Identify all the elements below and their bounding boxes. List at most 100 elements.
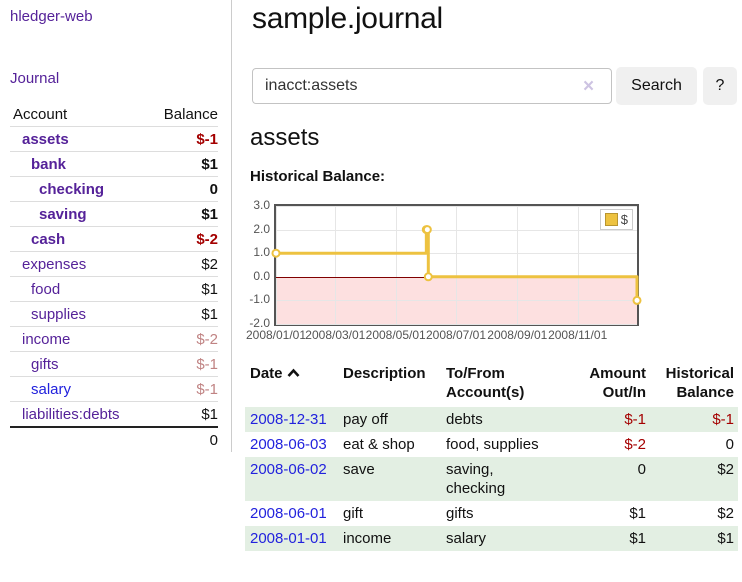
account-link[interactable]: bank xyxy=(31,156,67,173)
chart-plot-area: $ xyxy=(271,204,642,326)
transaction-description: income xyxy=(343,530,392,547)
transaction-accounts: saving, checking xyxy=(446,461,506,497)
transaction-date-link[interactable]: 2008-01-01 xyxy=(250,530,327,547)
page-title: sample.journal xyxy=(252,2,443,35)
transaction-balance: $1 xyxy=(717,530,734,547)
account-balance: $-2 xyxy=(149,326,218,352)
txn-column-header-historical-balance: Historical Balance xyxy=(665,365,734,401)
y-axis-tick-label: -1.0 xyxy=(249,292,270,307)
account-balance: $1 xyxy=(149,276,218,302)
transaction-amount: 0 xyxy=(637,461,646,478)
account-balance: $-1 xyxy=(149,351,218,377)
transaction-balance: $-1 xyxy=(712,411,734,428)
account-balance: $-1 xyxy=(149,376,218,402)
account-link[interactable]: supplies xyxy=(31,306,87,323)
account-balance: $-2 xyxy=(149,226,218,252)
txn-column-header-description: Description xyxy=(343,365,426,382)
account-link[interactable]: checking xyxy=(39,181,105,198)
search-input[interactable] xyxy=(252,68,612,104)
account-link[interactable]: liabilities:debts xyxy=(22,406,120,423)
accounts-header-row: Account Balance xyxy=(10,102,218,127)
account-balance: $1 xyxy=(149,201,218,227)
account-row: gifts $-1 xyxy=(10,351,218,377)
x-axis-tick-label: 2008/09/01 xyxy=(487,328,548,342)
clear-search-icon[interactable]: × xyxy=(583,76,595,97)
transaction-description: pay off xyxy=(343,411,388,428)
account-balance: $-1 xyxy=(149,126,218,152)
account-link[interactable]: salary xyxy=(31,381,72,398)
y-axis-tick-label: 2.0 xyxy=(253,221,270,236)
data-point-marker xyxy=(271,248,281,258)
account-balance: 0 xyxy=(149,176,218,202)
account-row: bank $1 xyxy=(10,151,218,177)
transaction-accounts: food, supplies xyxy=(446,436,539,453)
account-row: income $-2 xyxy=(10,326,218,352)
account-link[interactable]: gifts xyxy=(31,356,59,373)
txn-column-header-date[interactable]: Date xyxy=(245,362,343,407)
account-row: assets $-1 xyxy=(10,126,218,152)
x-axis-tick-label: 2008/01/01 xyxy=(245,328,307,342)
transaction-amount: $1 xyxy=(629,530,646,547)
transaction-date-link[interactable]: 2008-06-01 xyxy=(250,505,327,522)
transaction-description: gift xyxy=(343,505,364,522)
transaction-balance: $2 xyxy=(717,461,734,478)
transaction-amount: $1 xyxy=(629,505,646,522)
transaction-accounts: gifts xyxy=(446,505,474,522)
account-link[interactable]: income xyxy=(22,331,71,348)
data-point-marker xyxy=(632,295,642,305)
x-axis-tick-label: 2008/05/01 xyxy=(365,328,426,342)
y-axis-tick-label: -2.0 xyxy=(249,316,270,330)
account-balance: $1 xyxy=(149,301,218,327)
accounts-total-row: 0 xyxy=(10,426,218,452)
account-row: expenses $2 xyxy=(10,251,218,277)
sidebar: hledger-web Journal Account Balance asse… xyxy=(0,0,232,452)
balance-series-line xyxy=(271,225,642,305)
transaction-row: 2008-06-02 save saving, checking 0 $2 xyxy=(245,457,738,501)
transaction-description: save xyxy=(343,461,375,478)
account-row: supplies $1 xyxy=(10,301,218,327)
accounts-balance-table: Account Balance assets $-1 bank $1 checking 0… xyxy=(10,102,218,452)
help-button[interactable]: ? xyxy=(703,67,737,105)
account-row: salary $-1 xyxy=(10,376,218,402)
x-axis-tick-label: 2008/03/01 xyxy=(305,328,366,342)
balance-column-header: Balance xyxy=(163,106,218,123)
data-point-marker xyxy=(422,225,432,235)
y-axis-tick-label: 1.0 xyxy=(253,245,270,260)
transaction-date-link[interactable]: 2008-12-31 xyxy=(250,411,327,428)
transaction-amount: $-2 xyxy=(624,436,646,453)
account-link[interactable]: food xyxy=(31,281,61,298)
chart-legend: $ xyxy=(599,209,633,230)
account-link[interactable]: cash xyxy=(31,231,66,248)
transaction-balance: 0 xyxy=(725,436,734,453)
account-row: liabilities:debts $1 xyxy=(10,401,218,427)
txn-column-header-to/from-account(s): To/From Account(s) xyxy=(446,365,525,401)
account-link[interactable]: expenses xyxy=(22,256,87,273)
transaction-date-link[interactable]: 2008-06-03 xyxy=(250,436,327,453)
x-axis-tick-label: 2008/07/01 xyxy=(425,328,487,342)
account-link[interactable]: saving xyxy=(39,206,87,223)
transaction-accounts: debts xyxy=(446,411,483,428)
register-account-heading: assets xyxy=(250,124,320,151)
transaction-balance: $2 xyxy=(717,505,734,522)
legend-series-label: $ xyxy=(620,212,628,227)
transaction-accounts: salary xyxy=(446,530,487,547)
y-axis-tick-label: 0.0 xyxy=(253,268,270,283)
search-button[interactable]: Search xyxy=(616,67,697,105)
accounts-total-balance: 0 xyxy=(149,426,218,452)
data-point-marker xyxy=(423,272,433,282)
sidebar-item-journal[interactable]: Journal xyxy=(10,70,60,87)
x-axis-tick-label: 2008/11/01 xyxy=(548,328,608,342)
chart-title: Historical Balance: xyxy=(250,168,386,185)
transaction-row: 2008-06-01 gift gifts $1 $2 xyxy=(245,501,738,526)
legend-swatch-icon xyxy=(604,213,618,226)
transaction-row: 2008-01-01 income salary $1 $1 xyxy=(245,526,738,551)
sort-ascending-icon xyxy=(287,364,300,383)
y-axis-tick-label: 3.0 xyxy=(253,198,270,212)
account-balance: $1 xyxy=(149,151,218,177)
app-title-link[interactable]: hledger-web xyxy=(10,8,93,25)
account-balance: $1 xyxy=(149,401,218,427)
transaction-date-link[interactable]: 2008-06-02 xyxy=(250,461,327,478)
account-link[interactable]: assets xyxy=(22,131,69,148)
account-row: food $1 xyxy=(10,276,218,302)
